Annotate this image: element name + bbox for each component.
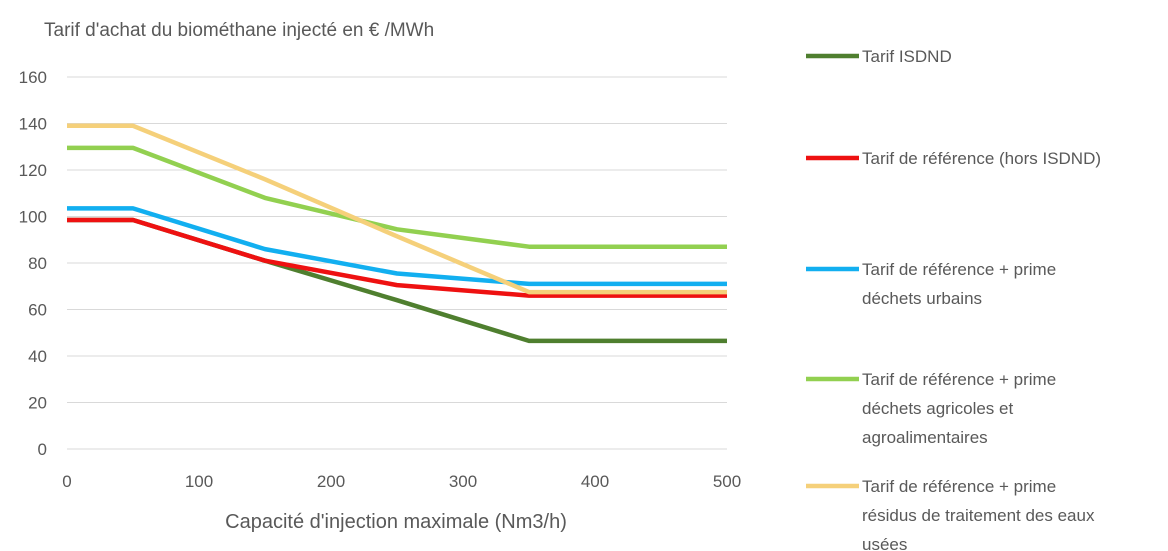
legend-label: résidus de traitement des eaux [862, 506, 1095, 525]
legend-item-5: Tarif de référence + prime résidus de tra… [806, 477, 1095, 551]
legend: Tarif ISDND Tarif de référence (hors ISDN… [806, 47, 1101, 551]
x-tick-label: 100 [185, 472, 213, 491]
x-tick-label: 500 [713, 472, 741, 491]
x-axis: 0 100 200 300 400 500 [62, 472, 741, 491]
y-tick-label: 20 [28, 394, 47, 413]
y-tick-label: 80 [28, 254, 47, 273]
legend-label: déchets urbains [862, 289, 982, 308]
y-tick-label: 0 [38, 440, 47, 459]
chart-title: Tarif d'achat du biométhane injecté en €… [44, 20, 434, 41]
y-tick-label: 120 [19, 161, 47, 180]
y-tick-label: 60 [28, 301, 47, 320]
series-line-3 [67, 206, 727, 287]
legend-label: Tarif de référence (hors ISDND) [862, 149, 1101, 168]
grid [67, 76, 727, 450]
legend-item-4: Tarif de référence + prime déchets agrico… [806, 370, 1056, 447]
plot-area [67, 123, 727, 344]
series-line-4 [67, 145, 727, 249]
series-line-5 [67, 123, 727, 295]
legend-item-1: Tarif ISDND [806, 47, 952, 66]
legend-label: agroalimentaires [862, 428, 988, 447]
x-axis-title: Capacité d'injection maximale (Nm3/h) [225, 511, 567, 533]
y-axis: 0 20 40 60 80 100 120 140 160 [19, 68, 47, 459]
x-tick-label: 400 [581, 472, 609, 491]
legend-label: Tarif de référence + prime [862, 370, 1056, 389]
legend-label: Tarif de référence + prime [862, 260, 1056, 279]
x-tick-label: 300 [449, 472, 477, 491]
legend-label: usées [862, 535, 907, 551]
series-line-2 [67, 217, 727, 298]
y-tick-label: 40 [28, 347, 47, 366]
y-tick-label: 140 [19, 115, 47, 134]
x-tick-label: 0 [62, 472, 71, 491]
legend-label: déchets agricoles et [862, 399, 1013, 418]
legend-item-2: Tarif de référence (hors ISDND) [806, 149, 1101, 168]
legend-label: Tarif ISDND [862, 47, 952, 66]
x-tick-label: 200 [317, 472, 345, 491]
legend-item-3: Tarif de référence + prime déchets urbain… [806, 260, 1056, 308]
y-tick-label: 100 [19, 208, 47, 227]
y-tick-label: 160 [19, 68, 47, 87]
legend-label: Tarif de référence + prime [862, 477, 1056, 496]
